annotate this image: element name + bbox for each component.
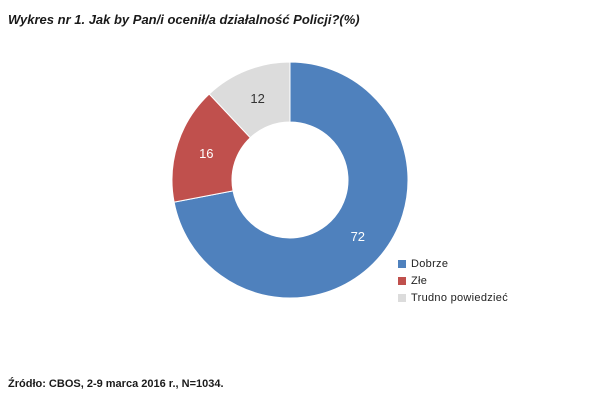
legend-item: Trudno powiedzieć [398, 289, 508, 306]
chart-legend: Dobrze Złe Trudno powiedzieć [398, 255, 508, 306]
slice-value-label: 72 [351, 229, 365, 244]
legend-label: Złe [411, 274, 428, 287]
legend-label: Dobrze [411, 257, 449, 270]
legend-item: Dobrze [398, 255, 508, 272]
legend-swatch [398, 276, 406, 285]
slice-dobrze [173, 61, 409, 299]
source-note: Źródło: CBOS, 2-9 marca 2016 r., N=1034. [8, 378, 224, 390]
slice-value-label: 12 [250, 91, 264, 106]
chart-title: Wykres nr 1. Jak by Pan/i ocenił/a dział… [8, 12, 360, 27]
slice-value-label: 16 [199, 146, 213, 161]
legend-item: Złe [398, 272, 508, 289]
legend-label: Trudno powiedzieć [411, 291, 509, 304]
legend-swatch [398, 259, 406, 268]
slice-trudno-powiedzieć [208, 61, 291, 139]
legend-swatch [398, 293, 406, 302]
